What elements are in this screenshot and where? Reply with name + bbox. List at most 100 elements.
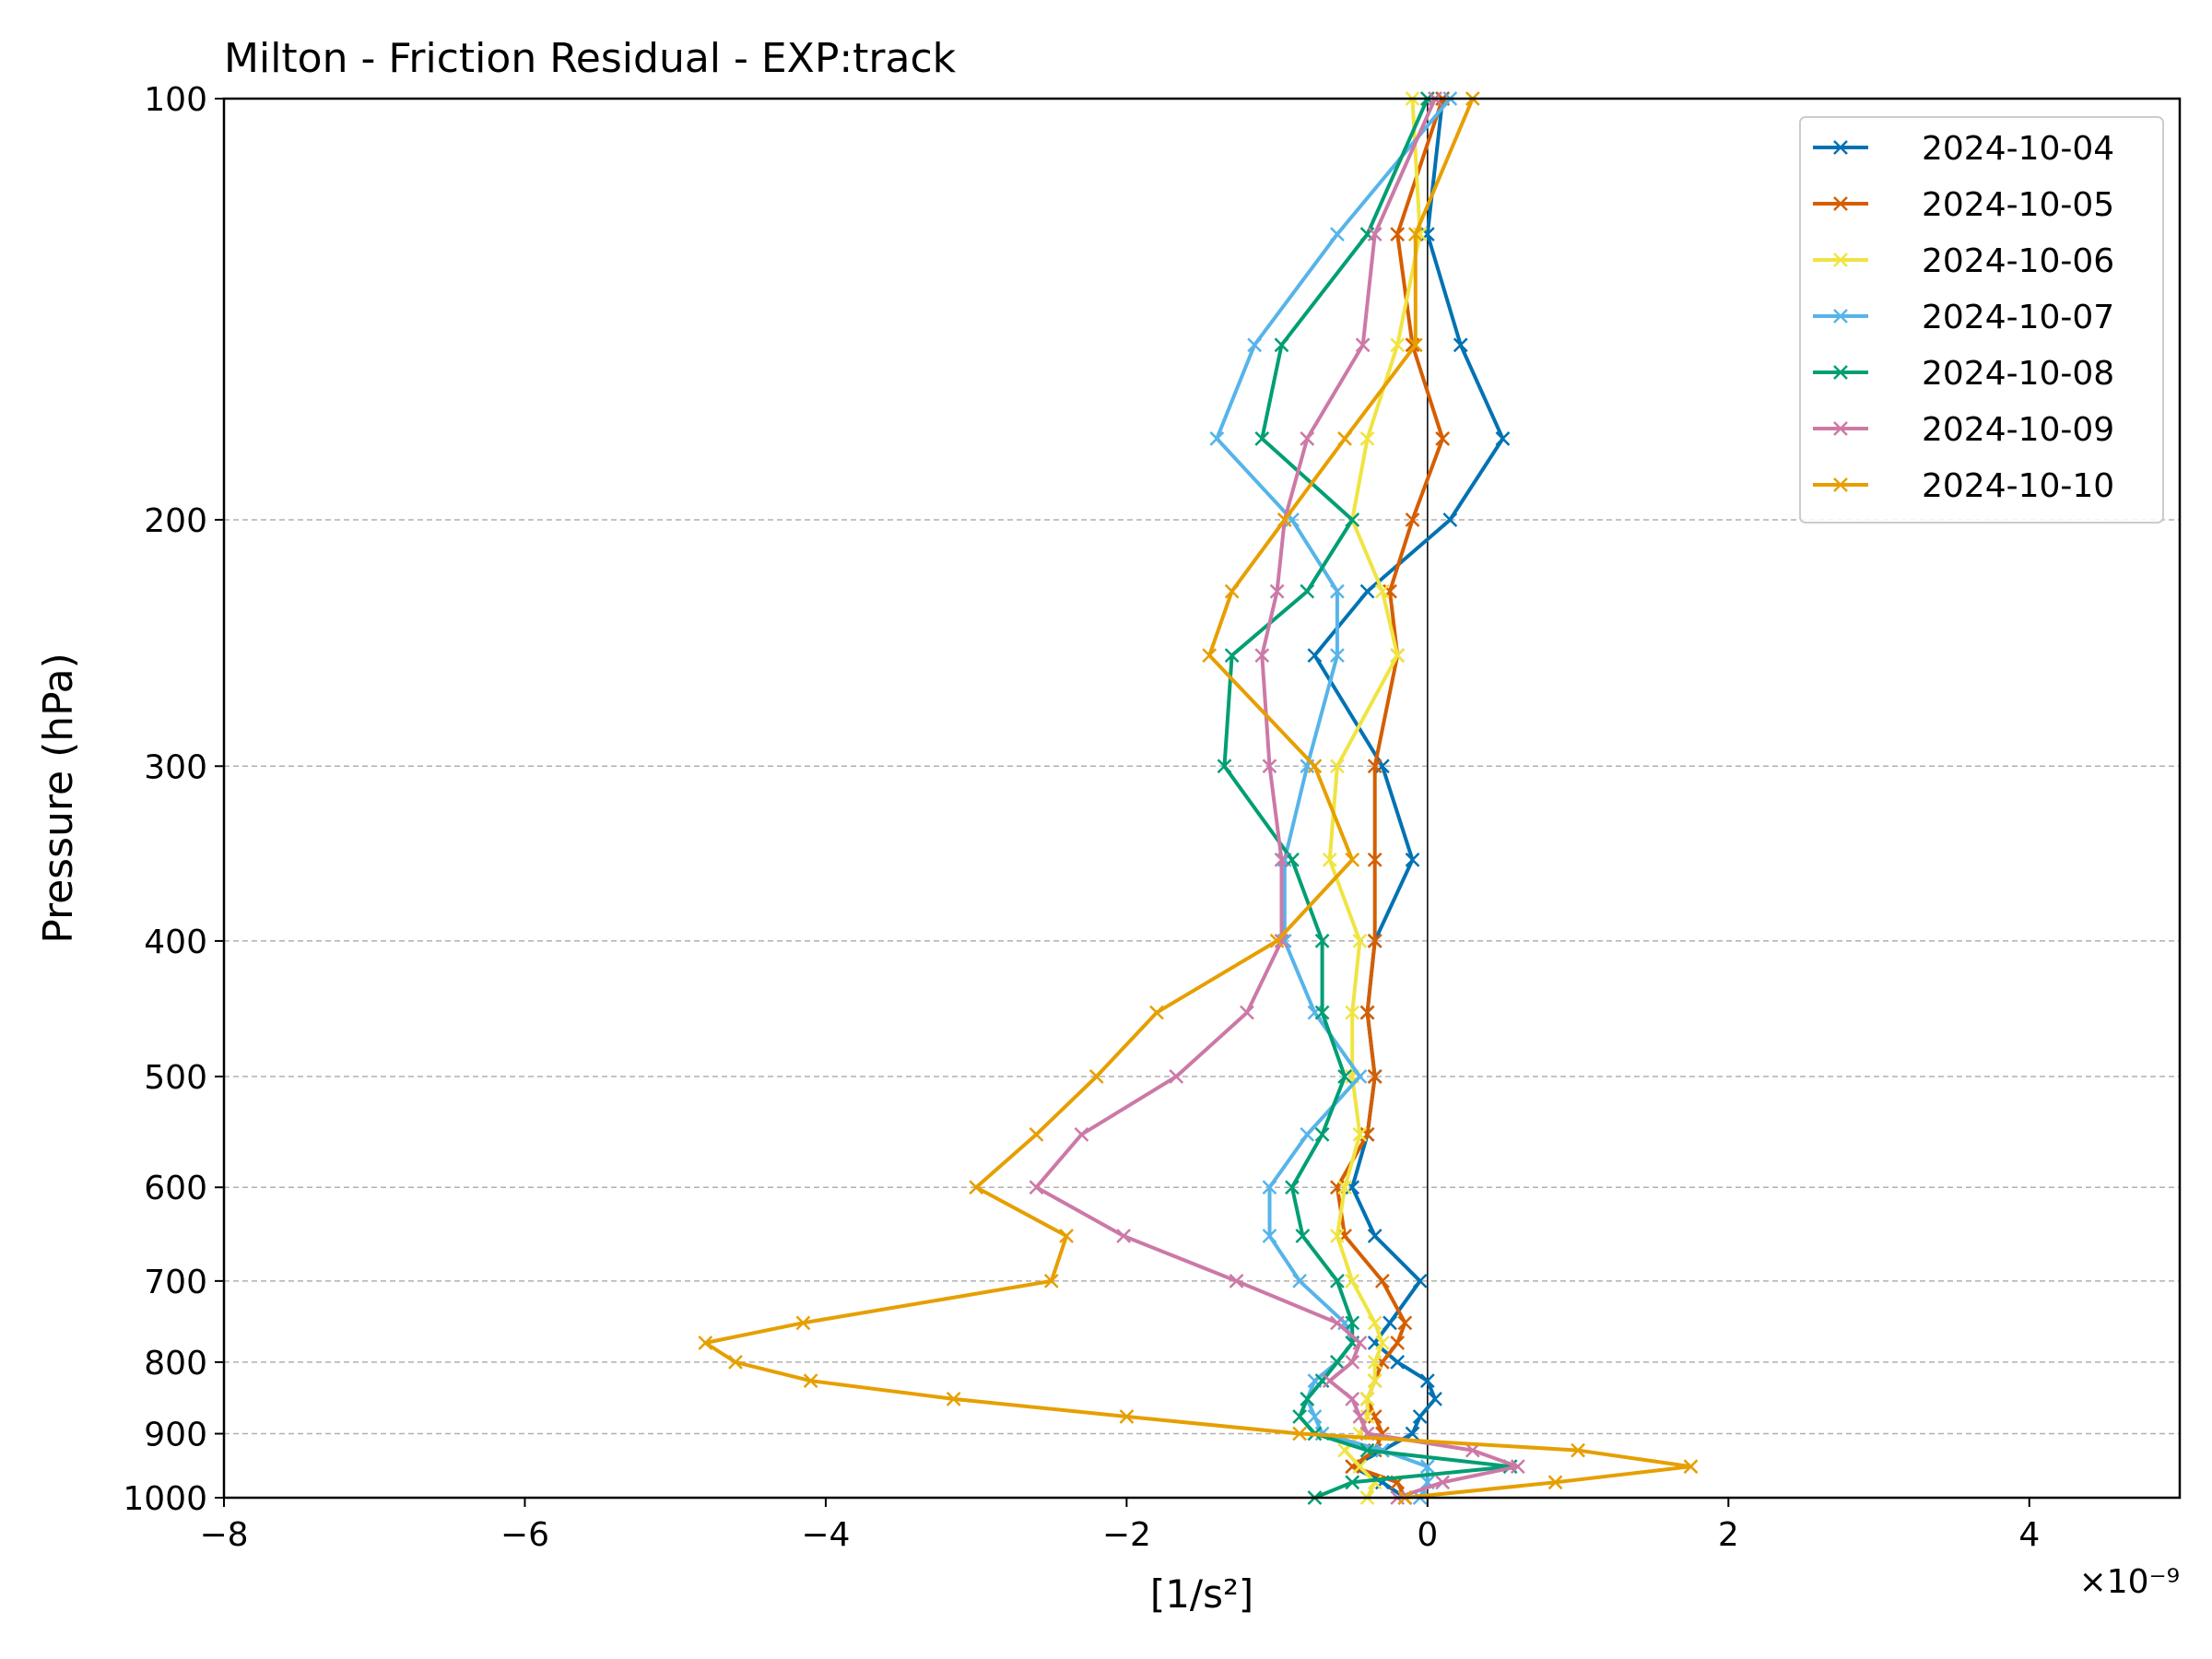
data-point [728,1355,743,1370]
data-point [1390,227,1406,241]
data-point [1059,1229,1074,1243]
y-tick-label: 300 [144,748,207,786]
data-point [1359,1442,1375,1458]
y-axis-label: Pressure (hPa) [35,653,82,944]
data-point [1442,512,1458,527]
y-tick-label: 400 [144,924,207,961]
data-point [1295,1229,1311,1243]
data-point [1367,1229,1382,1243]
data-point [1390,648,1406,663]
data-point [1405,853,1420,867]
legend-item: 2024-10-09 [1813,411,2114,449]
data-point [1345,1005,1360,1020]
data-point [1330,1273,1345,1288]
data-point [1240,1005,1254,1020]
data-point [1419,1459,1435,1475]
x-tick-label: −6 [500,1516,549,1554]
data-point [946,1391,961,1406]
data-point [1345,1355,1360,1370]
x-axis-offset-label: ×10⁻⁹ [2079,1563,2180,1601]
data-point [1412,1409,1428,1424]
data-point [1345,1391,1360,1406]
data-point [1274,337,1289,353]
data-point [698,1335,713,1350]
data-point [1314,1126,1330,1142]
data-point [1300,1391,1315,1406]
data-point [1274,853,1289,867]
data-point [1247,337,1263,353]
data-point [1307,759,1323,774]
data-point [1337,1069,1352,1084]
data-point [1397,1315,1413,1331]
data-point [1292,1426,1307,1441]
data-point [1029,1180,1044,1195]
data-point [1419,1373,1435,1389]
data-point [1407,227,1423,241]
data-point [1367,1069,1382,1084]
data-point [1330,759,1345,774]
data-point [1330,1355,1345,1370]
data-point [1345,853,1360,867]
data-point [1359,1005,1375,1020]
data-point [1300,583,1315,599]
data-point [1390,1335,1406,1350]
data-point [1269,934,1285,948]
data-point [1495,431,1511,446]
data-point [1285,1180,1300,1195]
x-tick-label: −4 [801,1516,850,1554]
data-point [1254,431,1270,446]
data-point [1169,1069,1184,1084]
data-point [1547,1475,1563,1490]
data-point [1277,512,1292,527]
y-tick-label: 800 [144,1345,207,1382]
data-point [1330,648,1345,663]
legend-label: 2024-10-10 [1922,467,2114,505]
data-point [1088,1069,1104,1084]
legend-label: 2024-10-06 [1922,242,2114,280]
data-point [1300,431,1315,446]
data-point [1043,1273,1059,1288]
data-point [1314,934,1330,948]
data-point [1337,431,1352,446]
data-point [1307,1409,1323,1424]
data-point [1262,759,1277,774]
data-point [1374,1335,1390,1350]
chart-title: Milton - Friction Residual - EXP:track [224,35,957,82]
legend-marker [1833,309,1848,324]
data-point [1292,1409,1307,1424]
legend-item: 2024-10-10 [1813,467,2114,505]
series-lines [698,91,1699,1505]
x-tick-label: −8 [199,1516,248,1554]
legend-marker [1833,421,1848,436]
legend-label: 2024-10-08 [1922,355,2114,393]
data-point [1412,1273,1428,1288]
data-point [1405,1426,1420,1441]
data-point [1269,583,1285,599]
data-point [1683,1459,1699,1475]
legend-item: 2024-10-04 [1813,130,2114,168]
data-point [1074,1126,1089,1142]
data-point [1217,759,1232,774]
legend-item: 2024-10-06 [1813,242,2114,280]
data-point [1330,227,1345,241]
data-point [1453,337,1468,353]
data-point [1209,431,1225,446]
data-point [1355,337,1371,353]
data-point [1314,1005,1330,1020]
data-point [1330,1315,1345,1331]
legend-label: 2024-10-07 [1922,299,2114,336]
data-point [1390,1355,1406,1370]
data-point [1352,934,1368,948]
data-point [1367,1373,1382,1389]
data-point [1352,1069,1368,1084]
y-tick-label: 700 [144,1264,207,1301]
data-point [1407,337,1423,353]
legend-marker [1833,196,1848,211]
data-point [1352,1459,1368,1475]
series-2024-10-09 [1029,91,1525,1505]
data-point [1330,583,1345,599]
y-tick-label: 600 [144,1170,207,1207]
data-point [1149,1005,1164,1020]
data-point [1202,648,1218,663]
